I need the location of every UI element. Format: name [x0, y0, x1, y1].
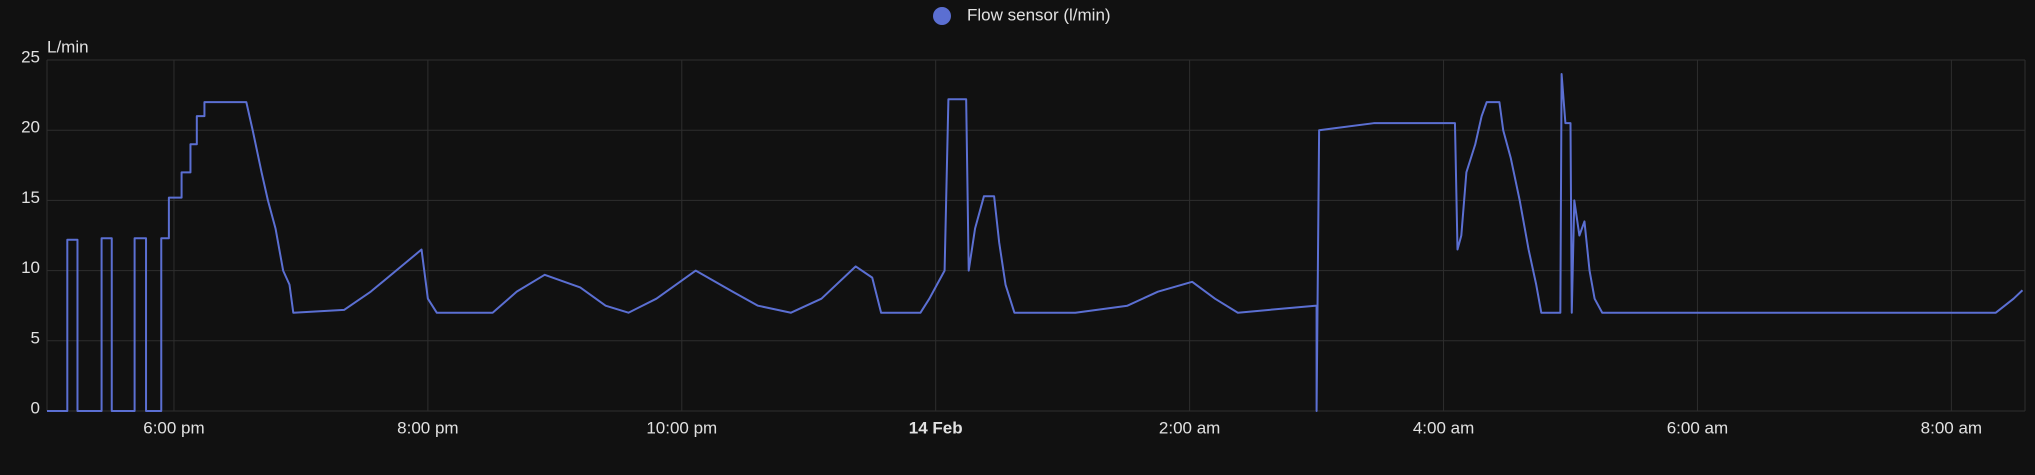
x-tick-label: 6:00 pm	[143, 418, 204, 437]
legend-marker[interactable]	[933, 7, 951, 25]
y-tick-label: 5	[31, 328, 40, 347]
x-tick-label: 8:00 pm	[397, 418, 458, 437]
x-tick-label: 4:00 am	[1413, 418, 1474, 437]
x-tick-label: 14 Feb	[909, 418, 963, 437]
x-tick-label: 8:00 am	[1921, 418, 1982, 437]
y-tick-label: 20	[21, 118, 40, 137]
legend-label[interactable]: Flow sensor (l/min)	[967, 5, 1111, 24]
y-tick-label: 15	[21, 188, 40, 207]
y-axis-unit: L/min	[47, 37, 89, 56]
y-tick-label: 10	[21, 258, 40, 277]
data-line	[47, 73, 2024, 412]
x-tick-label: 6:00 am	[1667, 418, 1728, 437]
x-tick-label: 10:00 pm	[646, 418, 717, 437]
y-tick-label: 25	[21, 47, 40, 66]
y-tick-label: 0	[31, 398, 40, 417]
x-tick-label: 2:00 am	[1159, 418, 1220, 437]
